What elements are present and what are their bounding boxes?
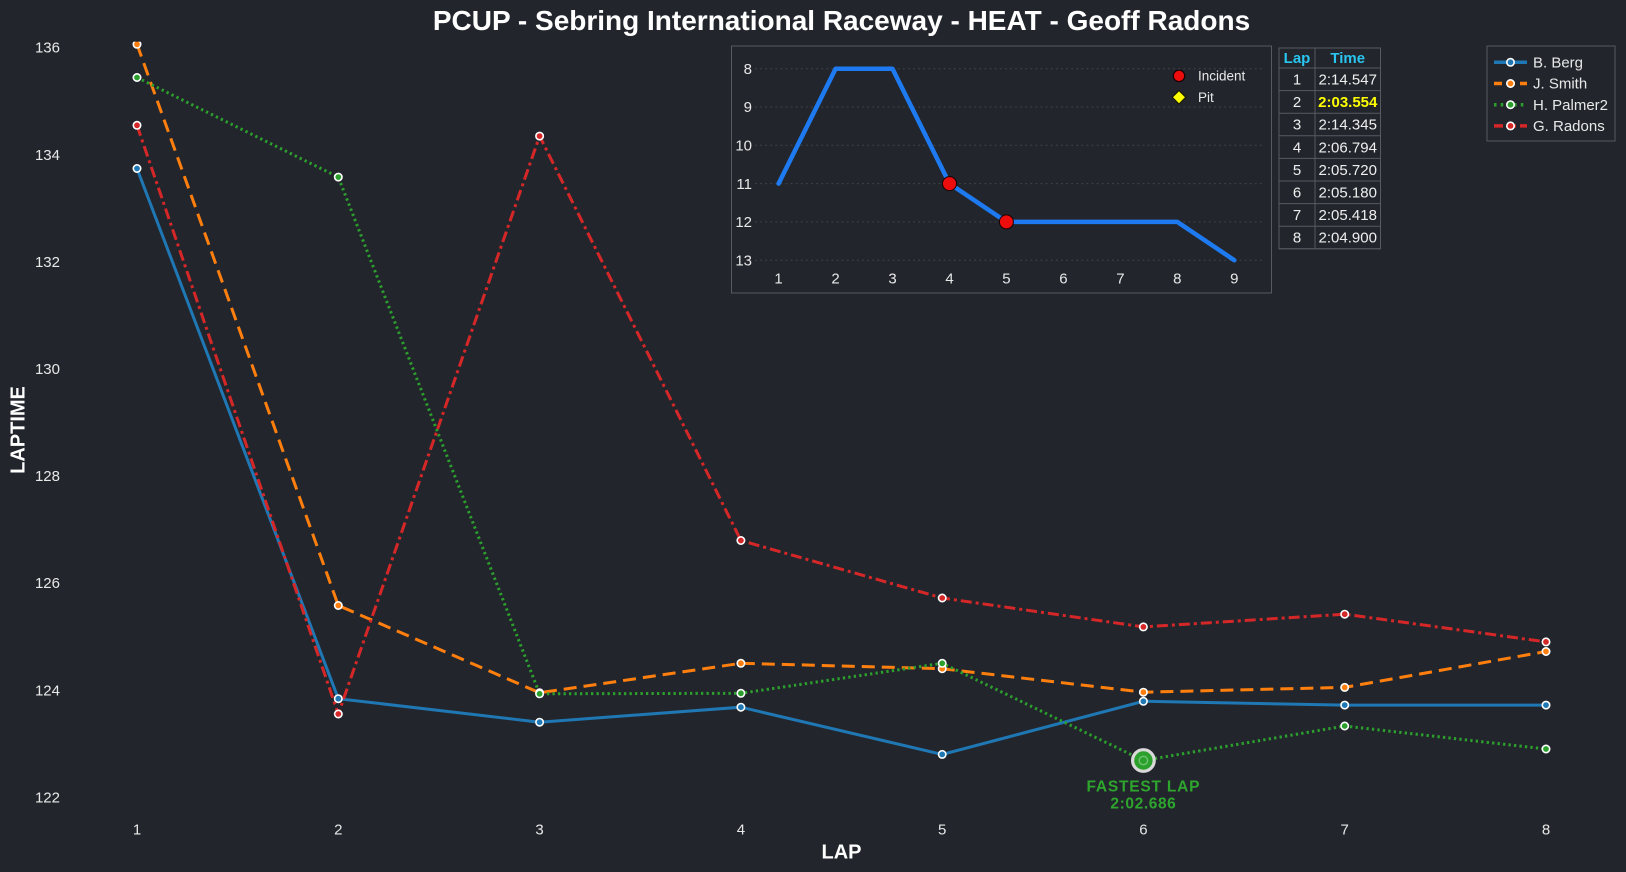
svg-text:132: 132 [35,254,60,271]
svg-text:1: 1 [1293,72,1301,89]
svg-text:Lap: Lap [1284,50,1311,67]
svg-text:122: 122 [35,789,60,806]
svg-text:LAPTIME: LAPTIME [8,386,30,474]
svg-text:5: 5 [938,822,946,839]
svg-text:2:03.554: 2:03.554 [1318,94,1378,111]
svg-text:2:02.686: 2:02.686 [1110,796,1176,813]
svg-text:126: 126 [35,575,60,592]
svg-text:2:06.794: 2:06.794 [1319,139,1377,156]
svg-text:7: 7 [1341,822,1349,839]
svg-text:130: 130 [35,361,60,378]
svg-text:6: 6 [1059,271,1067,288]
svg-text:8: 8 [744,61,752,78]
svg-text:G. Radons: G. Radons [1533,118,1605,135]
svg-text:9: 9 [1230,271,1238,288]
svg-text:2: 2 [334,822,342,839]
svg-text:LAP: LAP [822,842,862,864]
svg-text:9: 9 [744,99,752,116]
svg-text:1: 1 [774,271,782,288]
svg-text:2: 2 [1293,94,1301,111]
svg-text:2: 2 [831,271,839,288]
svg-text:PCUP - Sebring International R: PCUP - Sebring International Raceway - H… [433,5,1250,36]
svg-text:124: 124 [35,682,60,699]
svg-text:2:14.547: 2:14.547 [1319,72,1377,89]
svg-text:8: 8 [1293,230,1301,247]
svg-text:B. Berg: B. Berg [1533,55,1583,72]
svg-text:2:05.720: 2:05.720 [1319,162,1377,179]
svg-text:6: 6 [1293,185,1301,202]
svg-text:3: 3 [888,271,896,288]
svg-text:12: 12 [735,214,752,231]
svg-text:4: 4 [1293,139,1301,156]
svg-text:7: 7 [1293,207,1301,224]
svg-text:8: 8 [1173,271,1181,288]
svg-text:8: 8 [1542,822,1550,839]
svg-text:136: 136 [35,40,60,57]
svg-text:13: 13 [735,252,752,269]
svg-text:1: 1 [133,822,141,839]
svg-text:2:14.345: 2:14.345 [1319,117,1377,134]
svg-text:2:05.418: 2:05.418 [1319,207,1377,224]
svg-text:128: 128 [35,468,60,485]
svg-text:5: 5 [1002,271,1010,288]
svg-text:3: 3 [535,822,543,839]
svg-text:134: 134 [35,147,60,164]
svg-text:6: 6 [1139,822,1147,839]
svg-text:11: 11 [736,176,752,193]
svg-text:7: 7 [1116,271,1124,288]
svg-text:3: 3 [1293,117,1301,134]
svg-text:4: 4 [737,822,745,839]
svg-text:4: 4 [945,271,953,288]
svg-text:2:05.180: 2:05.180 [1319,185,1377,202]
svg-text:J. Smith: J. Smith [1533,76,1587,93]
svg-text:5: 5 [1293,162,1301,179]
svg-text:Incident: Incident [1198,69,1246,84]
svg-text:Time: Time [1330,50,1365,67]
svg-text:Pit: Pit [1198,90,1214,105]
svg-text:2:04.900: 2:04.900 [1319,230,1377,247]
svg-text:FASTEST LAP: FASTEST LAP [1086,779,1200,796]
svg-text:10: 10 [735,138,752,155]
svg-text:H. Palmer2: H. Palmer2 [1533,97,1608,114]
